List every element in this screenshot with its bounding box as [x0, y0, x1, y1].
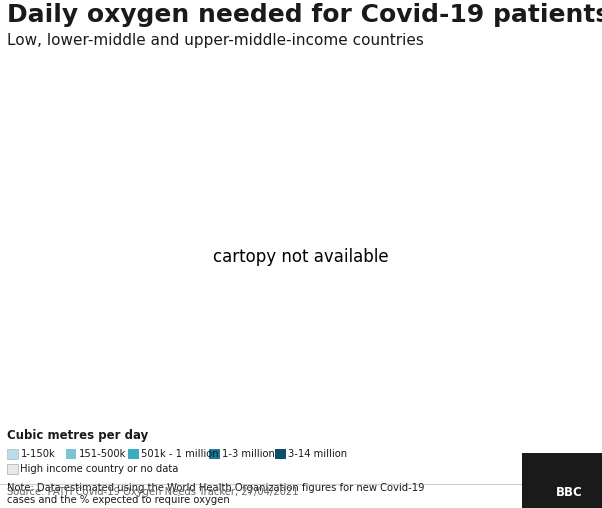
Text: Source: PATH Covid-19 Oxygen Needs Tracker, 27/04/2021: Source: PATH Covid-19 Oxygen Needs Track…	[7, 487, 299, 497]
Text: 501k - 1 million: 501k - 1 million	[141, 449, 219, 459]
Text: Low, lower-middle and upper-middle-income countries: Low, lower-middle and upper-middle-incom…	[7, 33, 424, 48]
Text: 1-150k: 1-150k	[20, 449, 55, 459]
Text: Cubic metres per day: Cubic metres per day	[7, 429, 149, 442]
Text: 151-500k: 151-500k	[79, 449, 126, 459]
Text: Note: Data estimated using the World Health Organization figures for new Covid-1: Note: Data estimated using the World Hea…	[7, 483, 425, 505]
Text: cartopy not available: cartopy not available	[213, 247, 389, 266]
Text: Daily oxygen needed for Covid-19 patients: Daily oxygen needed for Covid-19 patient…	[7, 3, 602, 26]
Text: High income country or no data: High income country or no data	[20, 464, 179, 474]
Text: 1-3 million: 1-3 million	[222, 449, 275, 459]
Text: 3-14 million: 3-14 million	[288, 449, 347, 459]
Text: BBC: BBC	[556, 486, 582, 499]
